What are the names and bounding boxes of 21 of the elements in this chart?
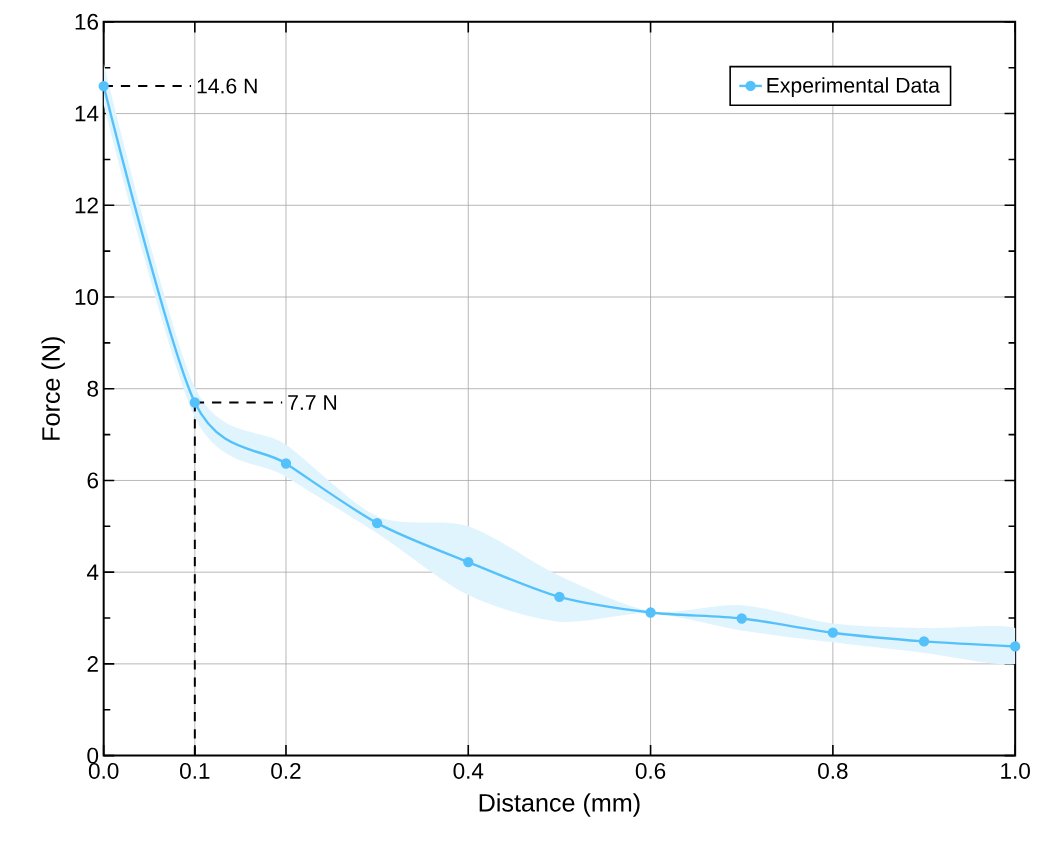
y-axis-title: Force (N) [41, 337, 65, 440]
x-tick-label: 1.0 [1001, 762, 1030, 779]
y-tick-label: 10 [75, 289, 99, 306]
y-tick-label: 8 [87, 380, 99, 397]
x-tick-label: 0.0 [88, 762, 119, 779]
y-tick-label: 4 [86, 564, 99, 580]
x-axis-title: Distance (mm) [479, 793, 640, 817]
annotation: 7.7 N [288, 395, 337, 410]
x-tick-label: 0.8 [818, 762, 848, 779]
y-tick-label: 2 [87, 656, 98, 672]
y-tick-label: 16 [75, 13, 98, 30]
y-tick-label: 14 [75, 105, 99, 122]
x-tick-label: 0.4 [453, 762, 484, 779]
x-tick-label: 0.2 [271, 762, 301, 779]
x-tick-label: 0.6 [635, 762, 666, 779]
annotation: 14.6 N [197, 78, 257, 94]
y-tick-label: 6 [87, 472, 98, 489]
x-tick-label: 0.1 [180, 762, 210, 779]
legend-label: Experimental Data [767, 77, 940, 98]
y-tick-label: 0 [87, 747, 99, 764]
y-tick-label: 12 [75, 197, 98, 214]
